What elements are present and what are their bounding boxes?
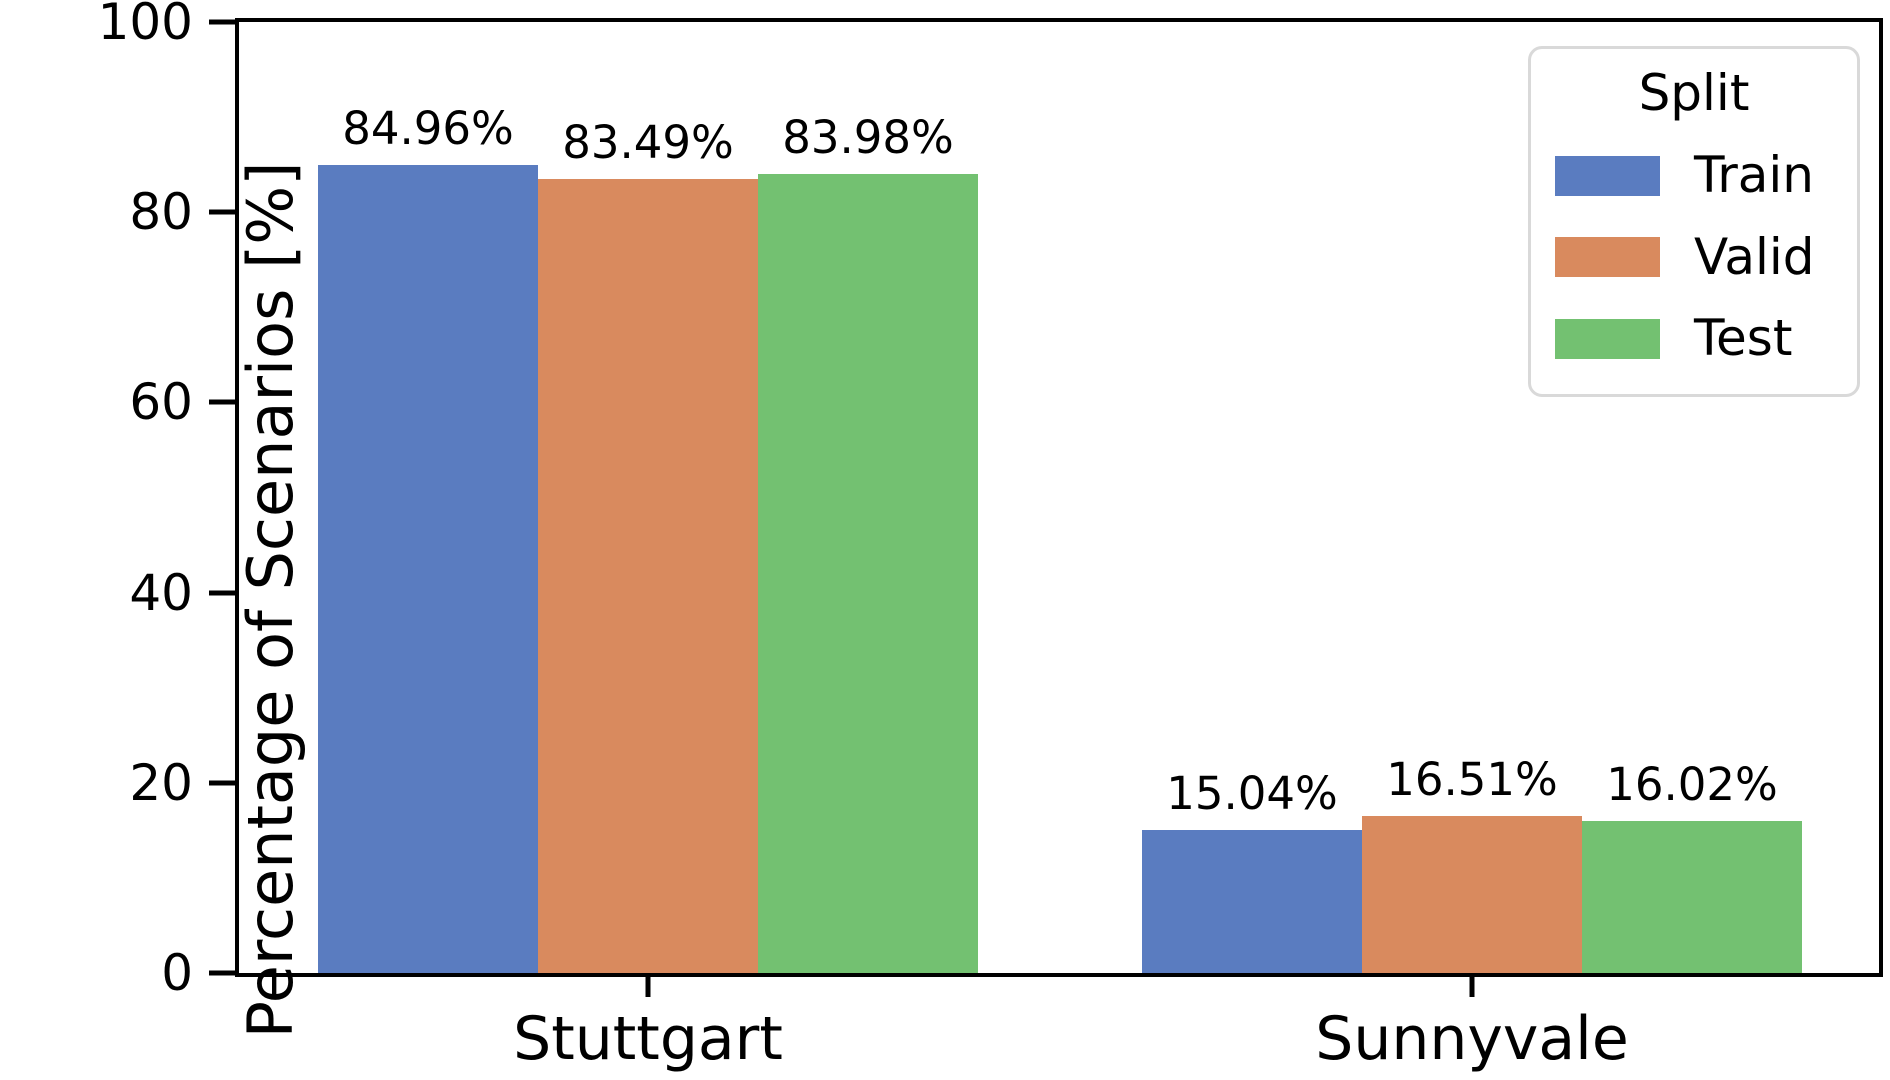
legend-swatch-test (1555, 318, 1660, 359)
y-tick-label: 60 (129, 373, 193, 432)
bar-value-label: 16.51% (1386, 753, 1558, 806)
legend-item-test: Test (1531, 309, 1857, 368)
bar-group-sunnyvale: 15.04% 16.51% 16.02% (1142, 22, 1802, 973)
legend-item-label: Test (1694, 309, 1793, 367)
bar-test-stuttgart: 83.98% (758, 115, 978, 973)
legend-item-label: Valid (1694, 227, 1815, 286)
y-tick (209, 399, 235, 405)
legend-item-valid: Valid (1531, 227, 1857, 287)
plot-inner: Percentage of Scenarios [%] 0 20 40 60 80 100… (98, 0, 1879, 1074)
y-tick (209, 19, 235, 25)
legend-title: Split (1638, 64, 1750, 122)
y-tick-label: 80 (129, 183, 193, 242)
bar-test-sunnyvale: 16.02% (1582, 762, 1802, 973)
y-tick-label: 20 (129, 753, 193, 812)
x-category-label-sunnyvale: Sunnyvale (1315, 1004, 1629, 1074)
y-tick (209, 590, 235, 596)
legend: Split Train Valid Test (1528, 46, 1860, 397)
y-tick-label: 100 (97, 0, 193, 51)
legend-item-label: Train (1694, 146, 1814, 204)
y-tick (209, 970, 235, 976)
x-tick (645, 977, 651, 997)
bar-value-label: 83.49% (562, 116, 734, 170)
bar-train-stuttgart: 84.96% (318, 106, 538, 973)
bar-valid-sunnyvale: 16.51% (1362, 757, 1582, 973)
bar-value-label: 16.02% (1606, 757, 1778, 811)
y-axis-title: Percentage of Scenarios [%] (234, 161, 307, 1039)
y-tick (209, 780, 235, 786)
bar-group-stuttgart: 84.96% 83.49% 83.98% (318, 22, 978, 973)
y-tick-label: 0 (161, 944, 193, 1002)
legend-item-train: Train (1531, 146, 1857, 205)
bar-valid-stuttgart: 83.49% (538, 120, 758, 973)
x-category-label-stuttgart: Stuttgart (513, 1004, 783, 1074)
y-tick-label: 40 (129, 563, 193, 622)
y-tick (209, 209, 235, 215)
x-tick (1469, 977, 1475, 997)
legend-swatch-valid (1555, 237, 1660, 278)
bar-value-label: 15.04% (1166, 766, 1338, 820)
bar-value-label: 84.96% (342, 102, 514, 156)
bar-value-label: 83.98% (782, 111, 954, 165)
bar-train-sunnyvale: 15.04% (1142, 771, 1362, 973)
legend-swatch-train (1555, 155, 1660, 196)
legend-items: Train Valid Test (1531, 146, 1857, 368)
